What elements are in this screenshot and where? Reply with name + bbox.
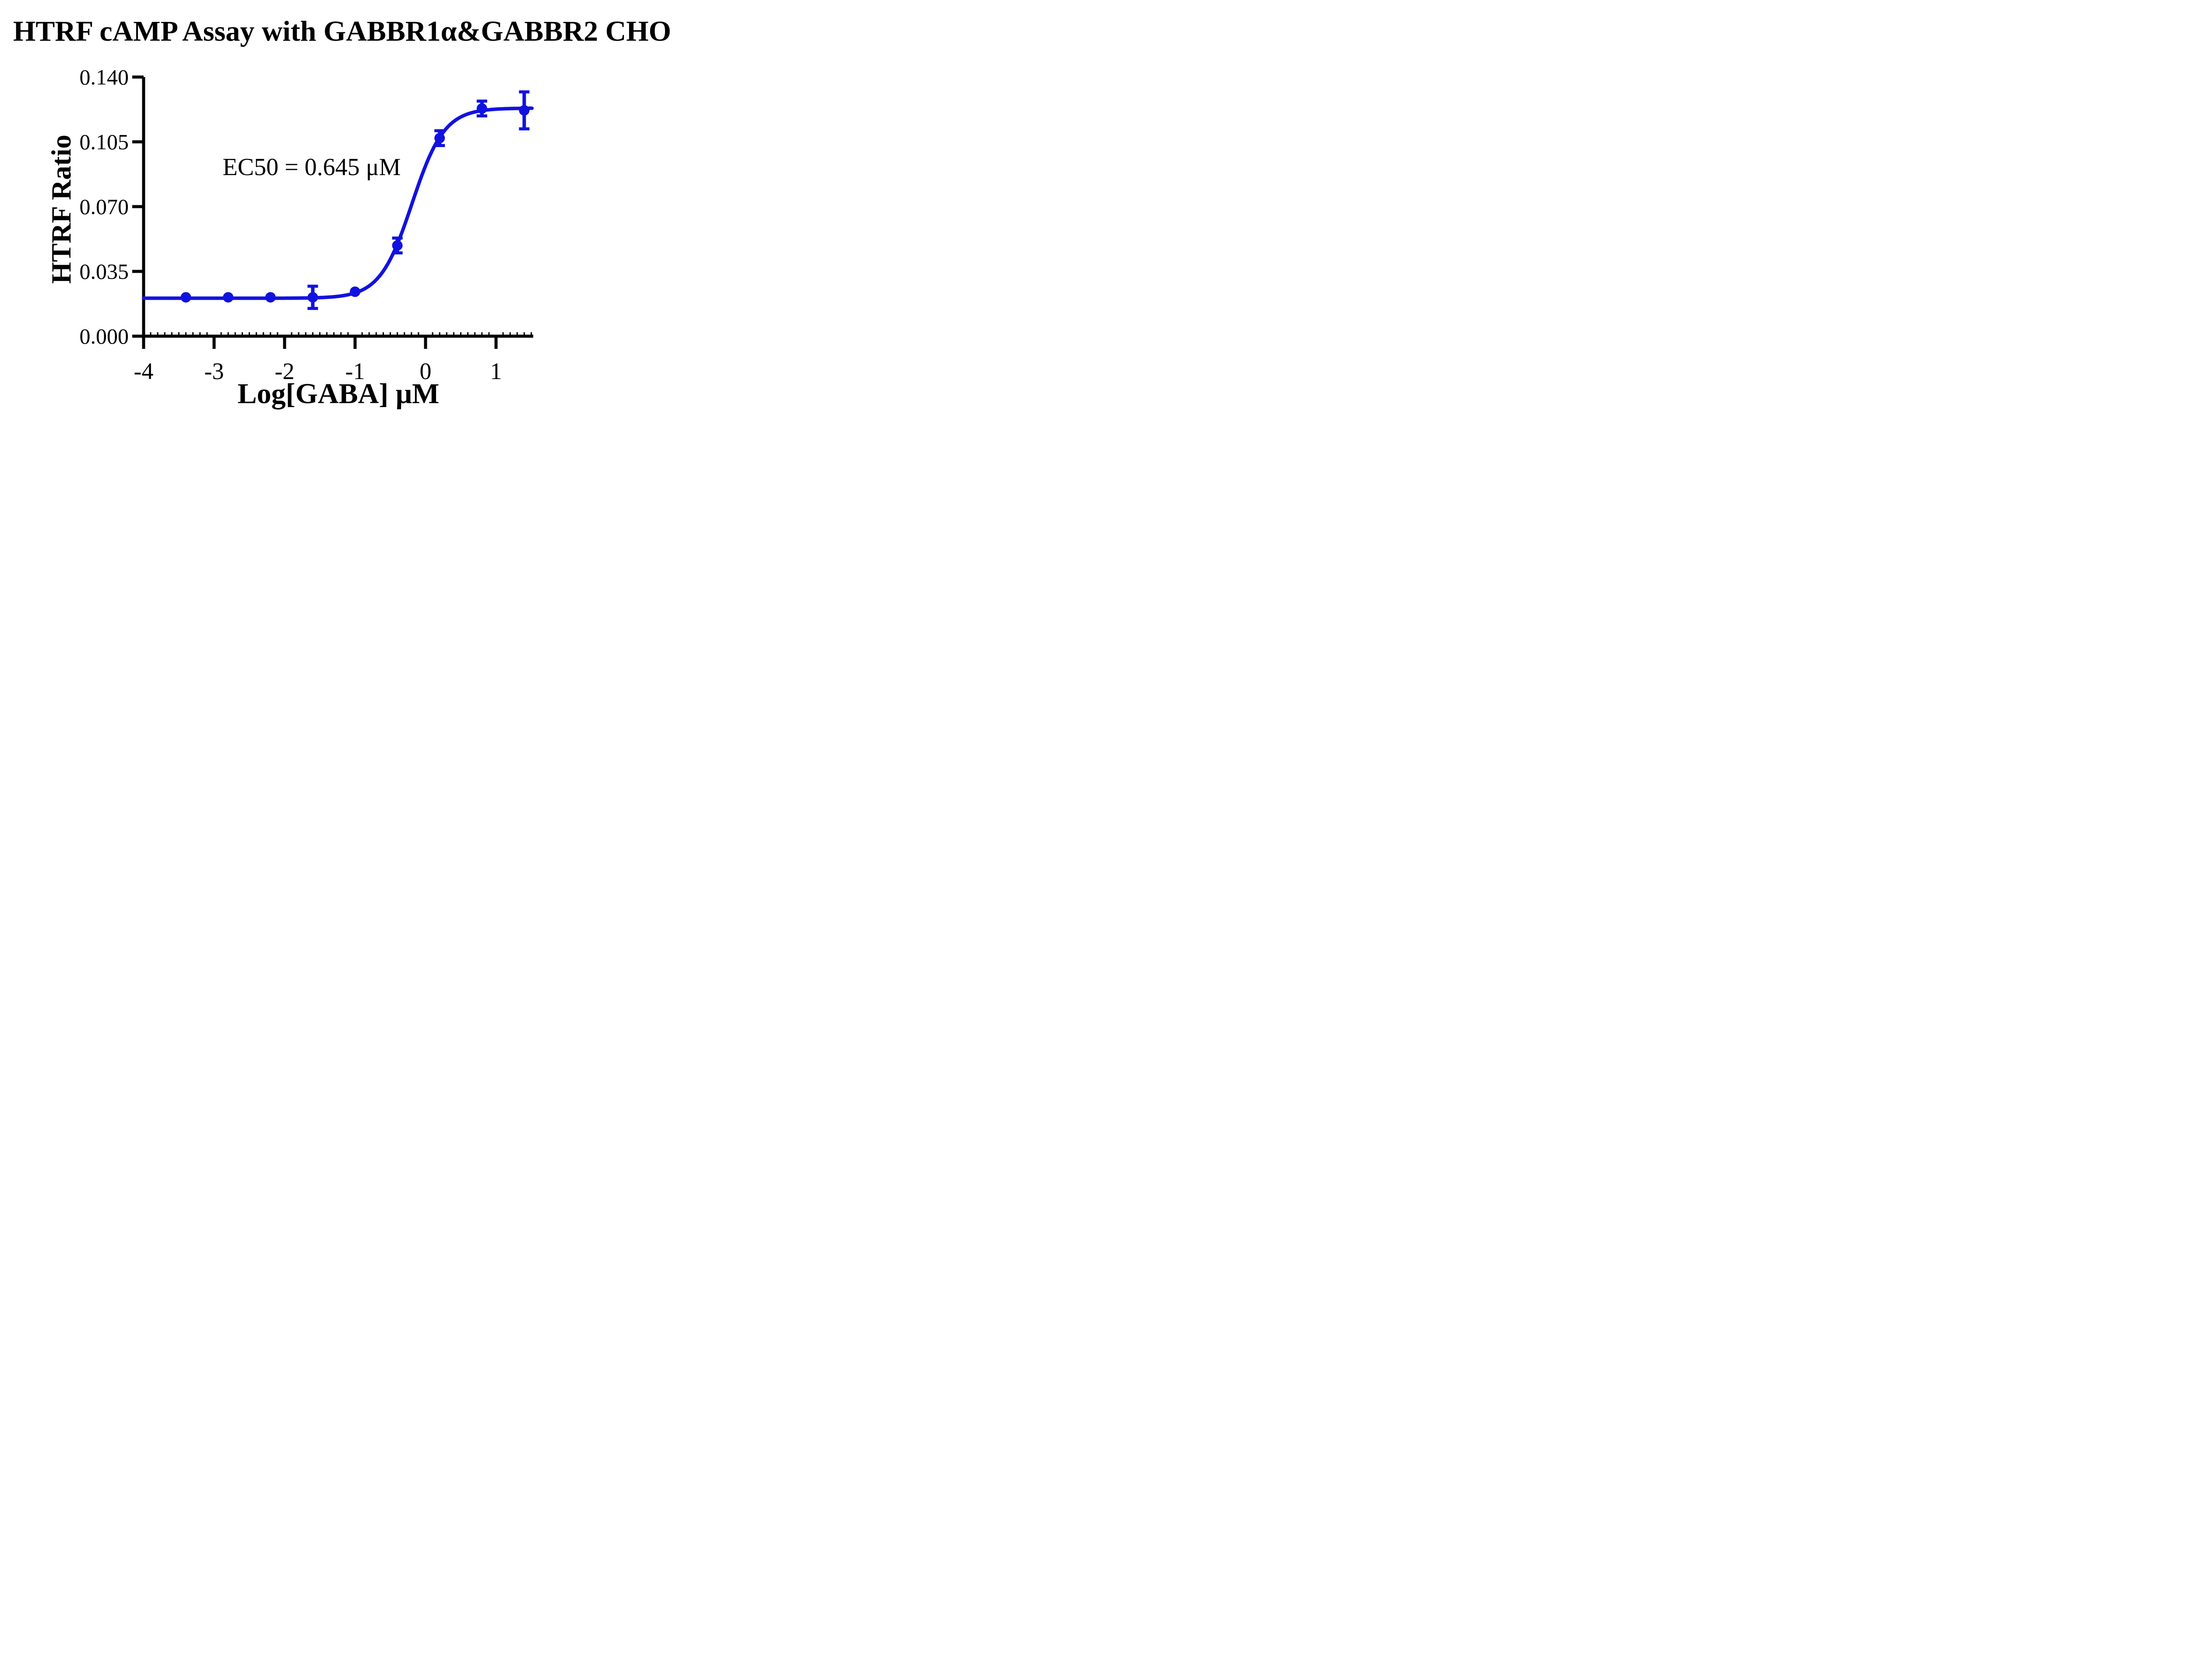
- y-tick-label: 0.105: [80, 130, 129, 154]
- data-point-marker: [476, 103, 487, 114]
- data-point-marker: [434, 133, 445, 144]
- x-tick-label: 1: [490, 358, 502, 384]
- y-tick-label: 0.140: [80, 65, 129, 89]
- data-point-marker: [350, 286, 360, 297]
- y-tick-label: 0.035: [80, 259, 129, 284]
- fit-curve: [142, 106, 534, 300]
- data-point-marker: [519, 105, 530, 116]
- data-point-marker: [265, 292, 276, 303]
- x-tick-label: -1: [345, 358, 365, 384]
- x-tick-label: -2: [275, 358, 295, 384]
- x-tick-label: -4: [134, 358, 154, 384]
- y-tick-label: 0.000: [80, 324, 129, 348]
- chart-title: HTRF cAMP Assay with GABBR1α&GABBR2 CHO …: [13, 15, 672, 47]
- dose-response-chart: 0.000 0.035 0.070 0.105 0.140 -4 -3 -2 -1 0 1: [80, 65, 534, 384]
- data-point-marker: [180, 292, 191, 303]
- x-tick-label: 0: [420, 358, 432, 384]
- data-point-marker: [392, 240, 403, 251]
- x-tick-label: -3: [204, 358, 224, 384]
- ec50-annotation: EC50 = 0.645 μM: [222, 154, 401, 181]
- data-point-marker: [223, 292, 234, 303]
- data-point-marker: [307, 292, 318, 303]
- y-tick-label: 0.070: [80, 194, 129, 219]
- x-axis-title: Log[GABA] μM: [237, 378, 440, 410]
- chart-page: HTRF cAMP Assay with GABBR1α&GABBR2 CHO …: [0, 0, 672, 420]
